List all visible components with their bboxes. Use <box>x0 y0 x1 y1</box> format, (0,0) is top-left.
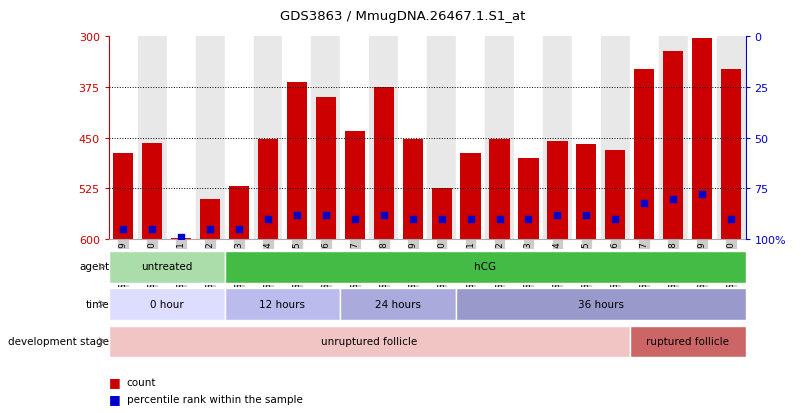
Bar <box>659 37 688 240</box>
Bar <box>427 37 456 240</box>
Bar <box>316 98 336 240</box>
Point <box>725 216 737 223</box>
Bar <box>138 37 167 240</box>
Point <box>638 200 650 206</box>
Bar <box>254 37 282 240</box>
Point <box>204 226 217 233</box>
Text: untreated: untreated <box>141 262 193 272</box>
Bar <box>605 150 625 240</box>
Text: hCG: hCG <box>474 262 496 272</box>
Text: count: count <box>127 377 156 387</box>
Point <box>696 192 708 198</box>
Text: 24 hours: 24 hours <box>376 299 422 309</box>
Bar <box>543 37 572 240</box>
Bar <box>576 145 596 240</box>
Point <box>233 226 246 233</box>
Bar <box>398 37 427 240</box>
Bar <box>717 37 746 240</box>
Bar <box>518 159 538 240</box>
Bar <box>402 140 423 240</box>
Point <box>348 216 361 223</box>
Point <box>290 212 303 218</box>
Bar <box>142 144 162 240</box>
Point <box>667 196 679 202</box>
Bar <box>225 289 340 320</box>
Point <box>117 226 130 233</box>
Point <box>464 216 477 223</box>
Bar <box>109 289 225 320</box>
Bar <box>547 142 567 240</box>
Bar <box>629 326 746 358</box>
Bar <box>225 252 746 283</box>
Point <box>175 234 188 241</box>
Point <box>435 216 448 223</box>
Bar <box>282 37 311 240</box>
Bar <box>374 88 394 240</box>
Bar <box>692 38 713 240</box>
Bar <box>456 37 485 240</box>
Bar <box>600 37 629 240</box>
Bar <box>258 140 278 240</box>
Bar <box>167 37 196 240</box>
Text: time: time <box>85 299 110 309</box>
Text: ■: ■ <box>109 392 125 405</box>
Bar <box>485 37 514 240</box>
Bar <box>171 238 191 240</box>
Bar <box>369 37 398 240</box>
Text: 36 hours: 36 hours <box>578 299 624 309</box>
Bar <box>229 187 249 240</box>
Bar <box>629 37 659 240</box>
Bar <box>431 188 452 240</box>
Point <box>406 216 419 223</box>
Point <box>493 216 506 223</box>
Text: 12 hours: 12 hours <box>260 299 305 309</box>
Bar <box>340 289 456 320</box>
Text: percentile rank within the sample: percentile rank within the sample <box>127 394 302 404</box>
Bar <box>572 37 600 240</box>
Bar <box>113 153 134 240</box>
Bar <box>109 37 138 240</box>
Bar <box>663 52 683 240</box>
Bar <box>460 153 480 240</box>
Bar <box>514 37 543 240</box>
Text: development stage: development stage <box>8 336 110 346</box>
Bar <box>688 37 717 240</box>
Text: ruptured follicle: ruptured follicle <box>646 336 729 346</box>
Bar <box>340 37 369 240</box>
Bar <box>721 69 742 240</box>
Bar <box>287 83 307 240</box>
Point <box>580 212 593 218</box>
Point <box>377 212 390 218</box>
Point <box>522 216 535 223</box>
Text: GDS3863 / MmugDNA.26467.1.S1_at: GDS3863 / MmugDNA.26467.1.S1_at <box>280 10 526 23</box>
Point <box>609 216 621 223</box>
Bar <box>109 252 225 283</box>
Bar <box>200 199 220 240</box>
Point <box>551 212 564 218</box>
Bar <box>196 37 225 240</box>
Bar <box>634 69 654 240</box>
Text: unruptured follicle: unruptured follicle <box>321 336 418 346</box>
Text: agent: agent <box>79 262 110 272</box>
Bar <box>109 326 629 358</box>
Point <box>319 212 332 218</box>
Text: ■: ■ <box>109 375 125 389</box>
Bar <box>345 132 365 240</box>
Point <box>261 216 274 223</box>
Bar <box>311 37 340 240</box>
Point <box>146 226 159 233</box>
Bar <box>489 140 509 240</box>
Text: 0 hour: 0 hour <box>150 299 184 309</box>
Bar <box>225 37 254 240</box>
Bar <box>456 289 746 320</box>
